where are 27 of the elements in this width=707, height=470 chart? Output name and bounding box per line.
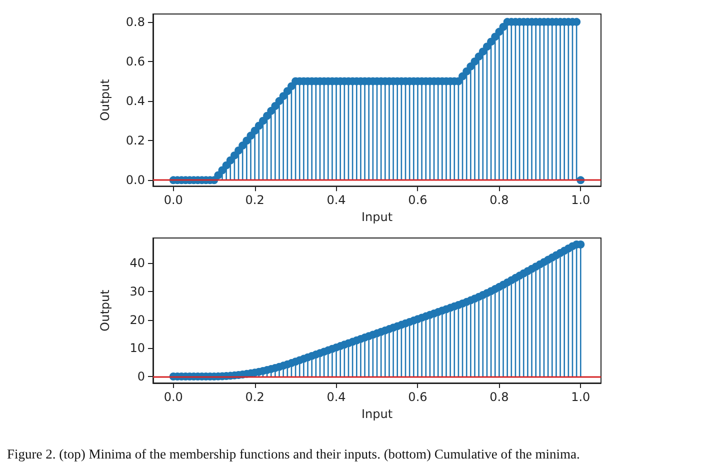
y-tick-label: 0.2 <box>126 134 145 148</box>
x-tick-label: 0.8 <box>490 390 509 404</box>
y-tick-label: 0 <box>137 369 145 384</box>
x-tick-label: 0.4 <box>326 390 346 404</box>
y-tick-label: 0.6 <box>126 54 145 68</box>
y-tick-label: 10 <box>130 341 145 356</box>
x-axis-title: Input <box>361 210 393 224</box>
x-tick-label: 0.2 <box>245 390 264 404</box>
y-tick-label: 30 <box>130 284 145 299</box>
text: 0.0 <box>164 193 183 208</box>
x-tick-label: 0.4 <box>326 193 346 208</box>
y-axis-title: Output <box>98 78 112 121</box>
y-tick-label: 20 <box>130 312 145 327</box>
y-axis-title: Output <box>98 289 112 332</box>
x-tick-label: 0.6 <box>408 390 428 404</box>
y-tick-label: 0.4 <box>126 94 145 108</box>
x-tick-label: 0.8 <box>490 193 509 208</box>
text: 0.0 <box>164 390 183 404</box>
x-axis-title: Input <box>361 406 393 421</box>
text: 0.0 <box>126 173 145 188</box>
y-tick-label: 0.8 <box>126 14 145 29</box>
x-tick-label: 0.6 <box>408 193 428 208</box>
text: 1.0 <box>571 390 590 404</box>
x-tick-label: 0.2 <box>245 193 264 208</box>
text: 1.0 <box>571 193 590 208</box>
caption: Figure 2. (top) Minima of the membership functions and their inputs. (bottom) Cumulative of the minima. <box>7 446 580 462</box>
y-tick-label: 40 <box>130 256 145 270</box>
